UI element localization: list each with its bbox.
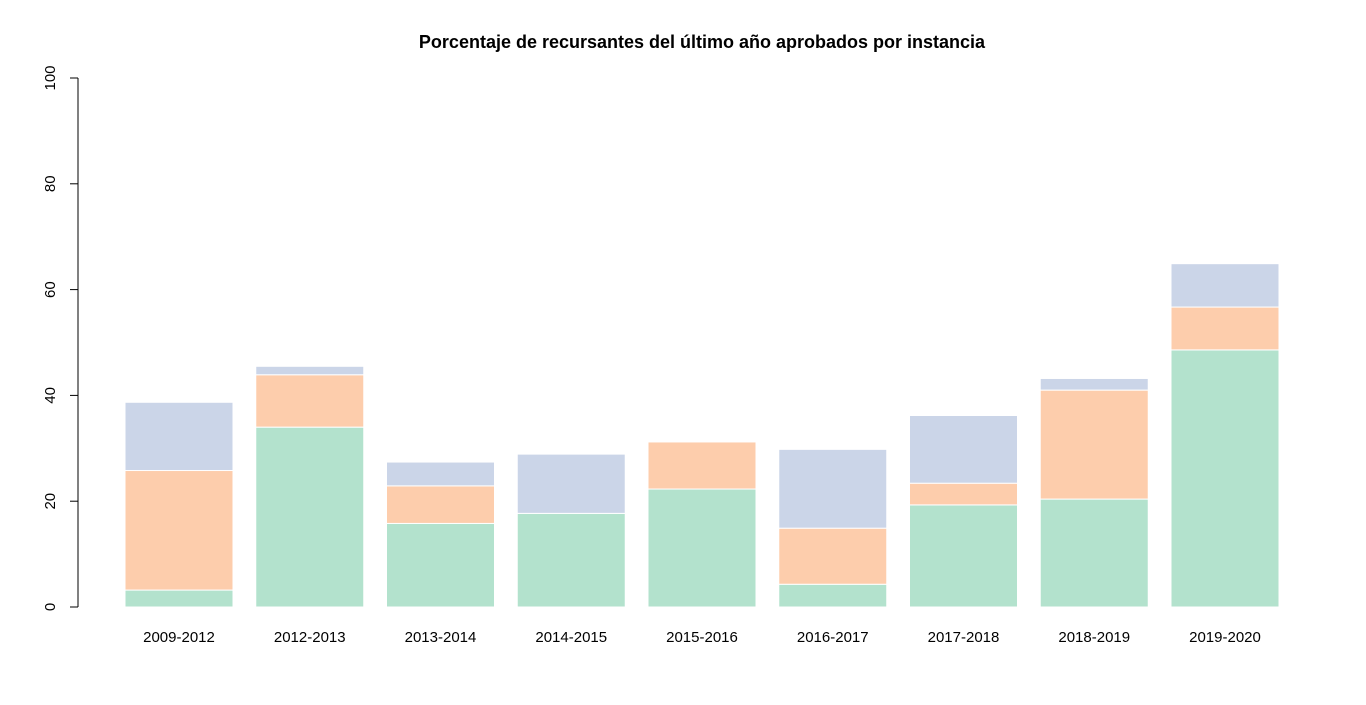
y-axis: 0 20 40 60 80 100 xyxy=(42,65,79,611)
bar-segment xyxy=(1170,349,1280,608)
bar-segment xyxy=(124,470,234,591)
bar-segment xyxy=(124,589,234,608)
bar-segment xyxy=(1170,306,1280,351)
bar-segment xyxy=(124,401,234,472)
bar-segment xyxy=(647,488,757,608)
x-tick-label: 2019-2020 xyxy=(1189,629,1261,646)
y-tick-label: 0 xyxy=(42,603,59,611)
x-axis-labels: 2009-2012 2012-2013 2013-2014 2014-2015 2015… xyxy=(143,629,1261,646)
x-tick-label: 2013-2014 xyxy=(405,629,477,646)
bars xyxy=(124,263,1280,608)
bar-segment xyxy=(386,485,495,524)
bar-segment xyxy=(1039,377,1149,391)
x-tick-label: 2012-2013 xyxy=(274,629,346,646)
x-tick-label: 2009-2012 xyxy=(143,629,215,646)
bar-segment xyxy=(909,415,1018,484)
bar-segment xyxy=(516,453,626,514)
bar-segment xyxy=(255,374,365,428)
bar-segment xyxy=(1170,263,1280,308)
bar-segment xyxy=(255,365,365,376)
y-tick-label: 20 xyxy=(42,493,59,510)
chart-title: Porcentaje de recursantes del último año… xyxy=(419,32,986,52)
x-tick-label: 2015-2016 xyxy=(666,629,738,646)
y-tick-label: 80 xyxy=(42,175,59,192)
y-tick-label: 100 xyxy=(42,65,59,90)
bar-segment xyxy=(386,461,495,487)
bar-segment xyxy=(778,448,888,529)
x-tick-label: 2016-2017 xyxy=(797,629,869,646)
bar-segment xyxy=(909,482,1018,506)
bar-segment xyxy=(778,527,888,585)
bar-segment xyxy=(778,583,888,608)
y-tick-label: 60 xyxy=(42,281,59,298)
bar-segment xyxy=(1039,498,1149,608)
bar-segment xyxy=(647,441,757,490)
x-tick-label: 2017-2018 xyxy=(928,629,1000,646)
bar-segment xyxy=(255,426,365,608)
x-tick-label: 2014-2015 xyxy=(535,629,607,646)
bar-segment xyxy=(1039,389,1149,500)
y-tick-label: 40 xyxy=(42,387,59,404)
bar-segment xyxy=(386,522,495,608)
x-tick-label: 2018-2019 xyxy=(1058,629,1130,646)
bar-segment xyxy=(909,504,1018,608)
bar-segment xyxy=(516,512,626,608)
